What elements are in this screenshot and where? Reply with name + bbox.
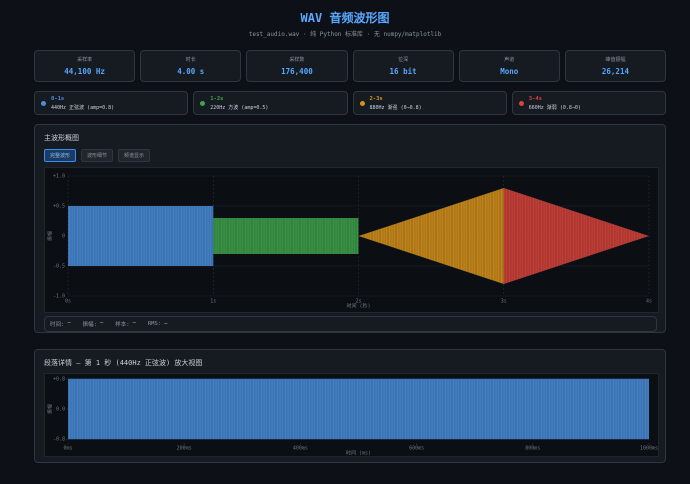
x-tick-label: 0ms xyxy=(63,446,72,452)
y-axis-label: 振幅 xyxy=(47,404,54,414)
detail-chart: +0.8 0.0 -0.8 0ms 200ms 400ms 600ms 800ms 1000ms… xyxy=(44,373,659,457)
stat-label: 时长 xyxy=(185,57,196,63)
stat-value: 26,214 xyxy=(601,67,629,76)
x-tick-label: 1s xyxy=(210,299,216,305)
x-tick-label: 400ms xyxy=(293,446,308,452)
y-tick-label: 0.0 xyxy=(56,407,65,413)
segment-card: 0-1s 440Hz 正弦波 (amp=0.8) xyxy=(34,91,189,115)
tab-button[interactable]: 波形细节 xyxy=(81,149,114,162)
x-tick-label: 200ms xyxy=(177,446,192,452)
status-item: 样本: — xyxy=(115,320,136,328)
segment-dot xyxy=(200,100,206,106)
segment-desc: 220Hz 方波 (amp=0.5) xyxy=(210,104,269,111)
x-axis-label: 时间 (秒) xyxy=(346,303,370,310)
segment-range: 0-1s xyxy=(51,95,65,102)
segment-card: 1-2s 220Hz 方波 (amp=0.5) xyxy=(193,91,348,115)
stat-value: 4.00 s xyxy=(177,67,205,76)
status-value: — xyxy=(164,321,168,327)
button-row: 完整波形 波形细节 频谱显示 xyxy=(44,149,151,162)
stat-label: 声道 xyxy=(504,57,515,63)
status-value: — xyxy=(132,320,136,326)
status-item: 时间: — xyxy=(50,320,71,328)
stat-card: 采样数 176,400 xyxy=(246,50,348,82)
y-tick-label: +0.8 xyxy=(53,376,65,382)
status-bar: 时间: — 振幅: — 样本: — RMS: — xyxy=(44,316,657,332)
stat-label: 采样数 xyxy=(289,57,305,63)
waveform-envelope xyxy=(358,188,504,284)
x-tick-label: 600ms xyxy=(409,446,424,452)
waveform-envelope xyxy=(503,188,649,284)
stat-value: 176,400 xyxy=(281,67,313,76)
segment-dot xyxy=(359,100,365,106)
tab-button[interactable]: 完整波形 xyxy=(44,149,77,162)
stat-value: Mono xyxy=(500,67,519,76)
stat-card: 时长 4.00 s xyxy=(140,50,242,82)
y-tick-label: -1.0 xyxy=(53,294,65,300)
status-item: RMS: — xyxy=(148,321,168,327)
status-value: — xyxy=(67,320,71,326)
y-tick-label: 0 xyxy=(62,234,65,240)
stats-row: 采样率 44,100 Hz 时长 4.00 s 采样数 176,400 位深 16 bit 声道… xyxy=(34,50,667,82)
stat-label: 位深 xyxy=(398,57,409,63)
stat-label: 采样率 xyxy=(77,57,93,63)
status-item: 振幅: — xyxy=(83,320,104,328)
segment-range: 3-4s xyxy=(528,95,542,102)
y-tick-label: -0.8 xyxy=(53,437,65,443)
panel-title: 主波形概图 xyxy=(44,134,79,142)
segment-card: 3-4s 660Hz 渐弱 (0.8→0) xyxy=(511,91,666,115)
segment-text: 2-3s 880Hz 渐强 (0→0.8) xyxy=(370,96,422,111)
segment-dot xyxy=(518,100,524,106)
segment-range: 1-2s xyxy=(210,95,224,102)
panel-title: 段落详情 — 第 1 秒 (440Hz 正弦波) 放大视图 xyxy=(44,359,203,367)
waveform-envelope xyxy=(213,218,359,254)
segment-desc: 880Hz 渐强 (0→0.8) xyxy=(369,104,422,111)
segment-desc: 660Hz 渐弱 (0.8→0) xyxy=(528,104,581,111)
stat-card: 位深 16 bit xyxy=(352,50,454,82)
status-label: RMS: xyxy=(147,321,162,327)
x-axis-label: 时间 (ms) xyxy=(346,450,371,457)
y-tick-label: +0.5 xyxy=(53,204,65,210)
x-tick-label: 4s xyxy=(646,299,652,305)
status-label: 时间: xyxy=(50,322,65,328)
segment-text: 3-4s 660Hz 渐弱 (0.8→0) xyxy=(529,96,581,111)
subtitle: test_audio.wav · 纯 Python 标准库 · 无 numpy/… xyxy=(248,31,442,38)
waveform-envelope xyxy=(68,378,649,440)
waveform-envelope xyxy=(68,206,214,266)
segment-text: 0-1s 440Hz 正弦波 (amp=0.8) xyxy=(51,96,114,111)
status-value: — xyxy=(99,320,104,326)
segment-range: 2-3s xyxy=(369,95,383,102)
x-tick-label: 2s xyxy=(355,299,361,305)
segment-dot xyxy=(41,100,46,106)
stat-value: 44,100 Hz xyxy=(64,67,105,76)
y-tick-label: +1.0 xyxy=(53,174,65,180)
stat-card: 采样率 44,100 Hz xyxy=(34,50,136,82)
tab-button[interactable]: 频谱显示 xyxy=(118,149,151,162)
status-label: 样本: xyxy=(115,322,130,328)
stat-card: 声道 Mono xyxy=(458,50,560,82)
y-axis-label: 振幅 xyxy=(47,231,54,241)
segment-row: 0-1s 440Hz 正弦波 (amp=0.8) 1-2s 220Hz 方波 (amp… xyxy=(34,91,666,115)
x-tick-label: 0s xyxy=(65,299,71,305)
stat-card: 峰值振幅 26,214 xyxy=(564,50,667,82)
stat-label: 峰值振幅 xyxy=(605,57,626,63)
x-tick-label: 1000ms xyxy=(640,446,658,452)
segment-card: 2-3s 880Hz 渐强 (0→0.8) xyxy=(352,91,507,115)
status-label: 振幅: xyxy=(82,322,97,328)
segment-desc: 440Hz 正弦波 (amp=0.8) xyxy=(51,104,115,111)
x-tick-label: 800ms xyxy=(525,446,540,452)
stat-value: 16 bit xyxy=(389,67,417,76)
y-tick-label: -0.5 xyxy=(53,264,65,270)
main-chart: +1.0 +0.5 0 -0.5 -1.00s 1s 2s 3s 4s 时间 (秒) 振幅 xyxy=(44,167,659,313)
page-title: WAV 音频波形图 xyxy=(300,11,390,25)
segment-text: 1-2s 220Hz 方波 (amp=0.5) xyxy=(210,96,268,111)
x-tick-label: 3s xyxy=(501,299,507,305)
